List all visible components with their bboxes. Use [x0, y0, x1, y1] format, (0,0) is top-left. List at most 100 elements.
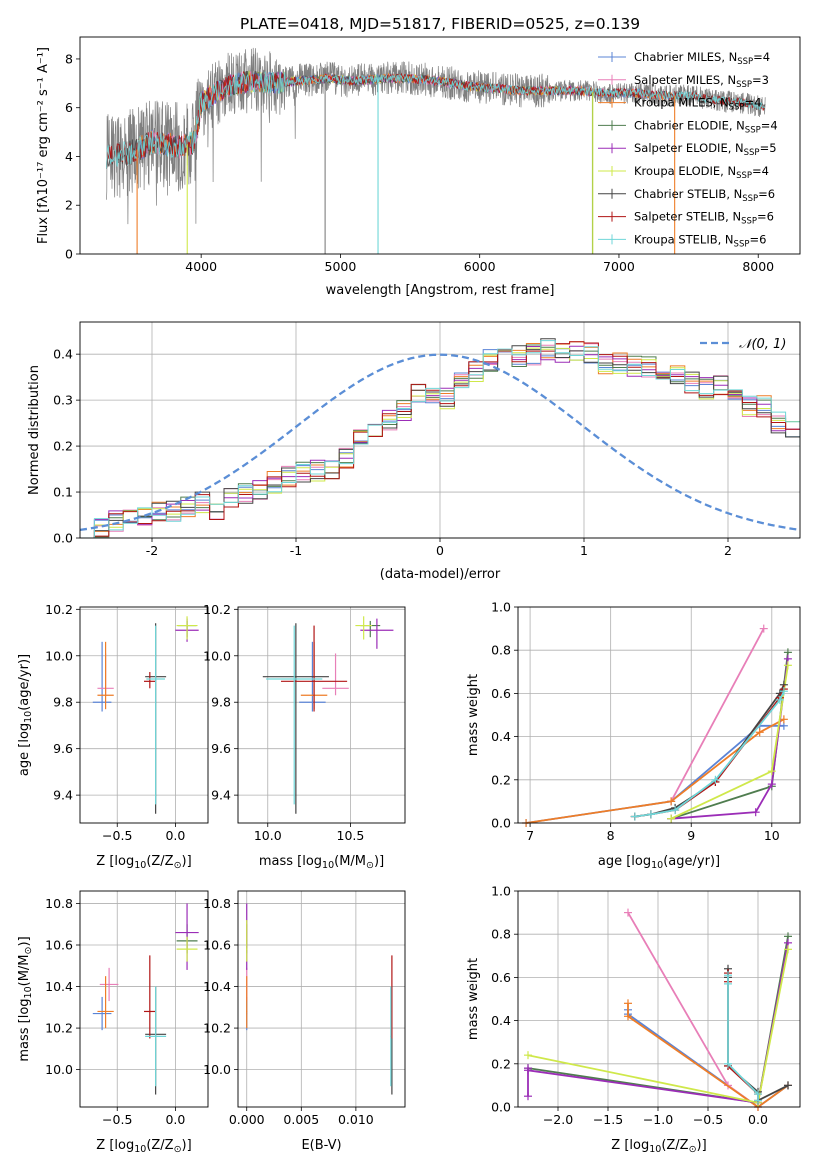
spectrum-plot: [106, 47, 766, 254]
ylabel-label: mass [log10(M/M⊙)]: [17, 936, 34, 1061]
legend-sub: SSP: [744, 148, 760, 158]
legend-sub: SSP: [737, 57, 753, 67]
y-tick-label: 10.2: [45, 1021, 73, 1036]
legend-sub: SSP: [745, 125, 761, 135]
legend-sub: SSP: [736, 80, 752, 90]
y-tick-label: 10.6: [203, 938, 231, 953]
y-tick-label: 10.0: [203, 1062, 231, 1077]
y-axis-label: mass weight: [466, 674, 481, 756]
y-tick-label: 0: [65, 247, 73, 262]
x-tick-label: 0.005: [283, 1112, 319, 1127]
y-tick-label: 10.4: [45, 979, 73, 994]
xlabel-label: Z [log10(Z/Z⊙)]: [611, 1138, 706, 1155]
weight-line-kroupa-stelib: [727, 975, 759, 1101]
legend-entry: Salpeter ELODIE, NSSP=5: [634, 141, 777, 158]
x-tick-label: 10.0: [254, 828, 282, 843]
y-tick-label: 0.0: [491, 1100, 511, 1115]
model-spectrum-kroupa-stelib: [106, 71, 766, 169]
y-tick-label: 9.8: [211, 695, 231, 710]
y-tick-label: 0.0: [491, 816, 511, 831]
legend-sub: SSP: [729, 103, 745, 113]
xlabel-label: age [log10(age/yr)]: [598, 854, 720, 871]
y-tick-label: 4: [65, 149, 73, 164]
xlabel-sub: 10: [322, 860, 334, 871]
legend-entry: 𝒩(0, 1): [739, 337, 786, 352]
xlabel: mass [log: [259, 854, 322, 869]
legend-entry: Kroupa MILES, NSSP=4: [634, 96, 761, 113]
weight-line-salpeter-miles: [627, 912, 759, 1108]
axes-frame: [517, 606, 801, 824]
ylabel-tail: (age/yr)]: [17, 654, 32, 711]
xlabel-sub: 10: [651, 860, 663, 871]
x-tick-label: 7000: [603, 259, 635, 274]
x-tick-label: 8: [607, 828, 615, 843]
xlabel-label: E(B-V): [301, 1138, 341, 1153]
legend-name: Salpeter ELODIE, N: [634, 141, 744, 155]
x-tick-label: 7: [526, 828, 534, 843]
legend-n: =4: [752, 164, 769, 178]
legend-name: Chabrier STELIB, N: [634, 187, 742, 201]
x-tick-label: 9: [687, 828, 695, 843]
y-tick-label: 10.8: [45, 896, 73, 911]
age-vs-z-plot: [92, 616, 199, 814]
ylabel-sym: ⊙: [23, 947, 34, 955]
x-tick-label: 0.0: [748, 1112, 768, 1127]
x-tick-label: 0.010: [338, 1112, 374, 1127]
x-tick-label: 8000: [742, 259, 774, 274]
xlabel-sym: ⊙: [174, 860, 182, 871]
y-tick-label: 9.8: [53, 695, 73, 710]
y-tick-label: 0.3: [53, 393, 73, 408]
y-tick-label: 1.0: [491, 600, 511, 615]
ylabel-tail: (M/M: [17, 954, 32, 986]
legend-n: =4: [753, 50, 770, 64]
legend-name: Kroupa MILES, N: [634, 96, 729, 110]
figure-title: PLATE=0418, MJD=51817, FIBERID=0525, z=0…: [240, 15, 640, 33]
axes-frame: [517, 890, 801, 1108]
xlabel-label: Z [log10(Z/Z⊙)]: [96, 1138, 191, 1155]
residuals-chart: -2 -1 0 1 2 0.0 0.1 0.2 0.3 0.4 (data-model)/error…: [27, 321, 801, 582]
y-tick-label: 10.4: [203, 979, 231, 994]
xlabel: E(B-V): [301, 1138, 341, 1153]
y-tick-label: 0.6: [491, 970, 511, 985]
y-tick-label: 0.2: [491, 1056, 511, 1071]
legend-entry: Salpeter STELIB, NSSP=6: [634, 210, 774, 227]
legend-n: =3: [752, 73, 769, 87]
y-tick-label: 0.0: [53, 531, 73, 546]
legend-entry: Kroupa STELIB, NSSP=6: [634, 232, 766, 249]
y-tick-label: 9.4: [211, 788, 231, 803]
y-tick-label: 0.4: [53, 347, 73, 362]
x-tick-label: 4000: [185, 259, 217, 274]
y-tick-label: 1.0: [491, 884, 511, 899]
x-tick-label: 2: [724, 543, 732, 558]
xlabel: age [log: [598, 854, 651, 869]
xlabel: Z [log: [96, 854, 134, 869]
x-tick-label: 10: [764, 828, 780, 843]
y-tick-label: 9.6: [211, 741, 231, 756]
y-tick-label: 0.2: [53, 439, 73, 454]
xlabel-end: )]: [697, 1138, 707, 1153]
massweight-vs-z-chart: −2.0 −1.5 −1.0 −0.5 0.0 0.0 0.2 0.4 0.6 0.8 1.0 Z […: [466, 884, 801, 1155]
legend-n: =4: [744, 96, 761, 110]
x-tick-label: 0.000: [229, 1112, 265, 1127]
legend-entry: Chabrier MILES, NSSP=4: [634, 50, 770, 67]
x-tick-label: 1: [580, 543, 588, 558]
weight-line-salpeter-stelib: [727, 973, 759, 1101]
legend-name: Kroupa STELIB, N: [634, 232, 734, 246]
x-tick-label: −2.0: [543, 1112, 573, 1127]
y-tick-label: 0.4: [491, 1013, 511, 1028]
histogram-salpeter-stelib: [80, 341, 800, 538]
xlabel-sym: ⊙: [689, 1144, 697, 1155]
y-tick-label: 9.4: [53, 788, 73, 803]
histogram-chabrier-stelib: [80, 338, 800, 538]
x-axis-label: (data-model)/error: [380, 567, 501, 582]
y-tick-label: 0.1: [53, 485, 73, 500]
weight-line-kroupa-elodie: [670, 665, 789, 820]
xlabel-end: )]: [374, 854, 384, 869]
axes-frame: [79, 321, 801, 539]
legend-entry: Chabrier STELIB, NSSP=6: [634, 187, 775, 204]
age-vs-mass-plot: [262, 616, 394, 814]
y-tick-label: 0.4: [491, 729, 511, 744]
